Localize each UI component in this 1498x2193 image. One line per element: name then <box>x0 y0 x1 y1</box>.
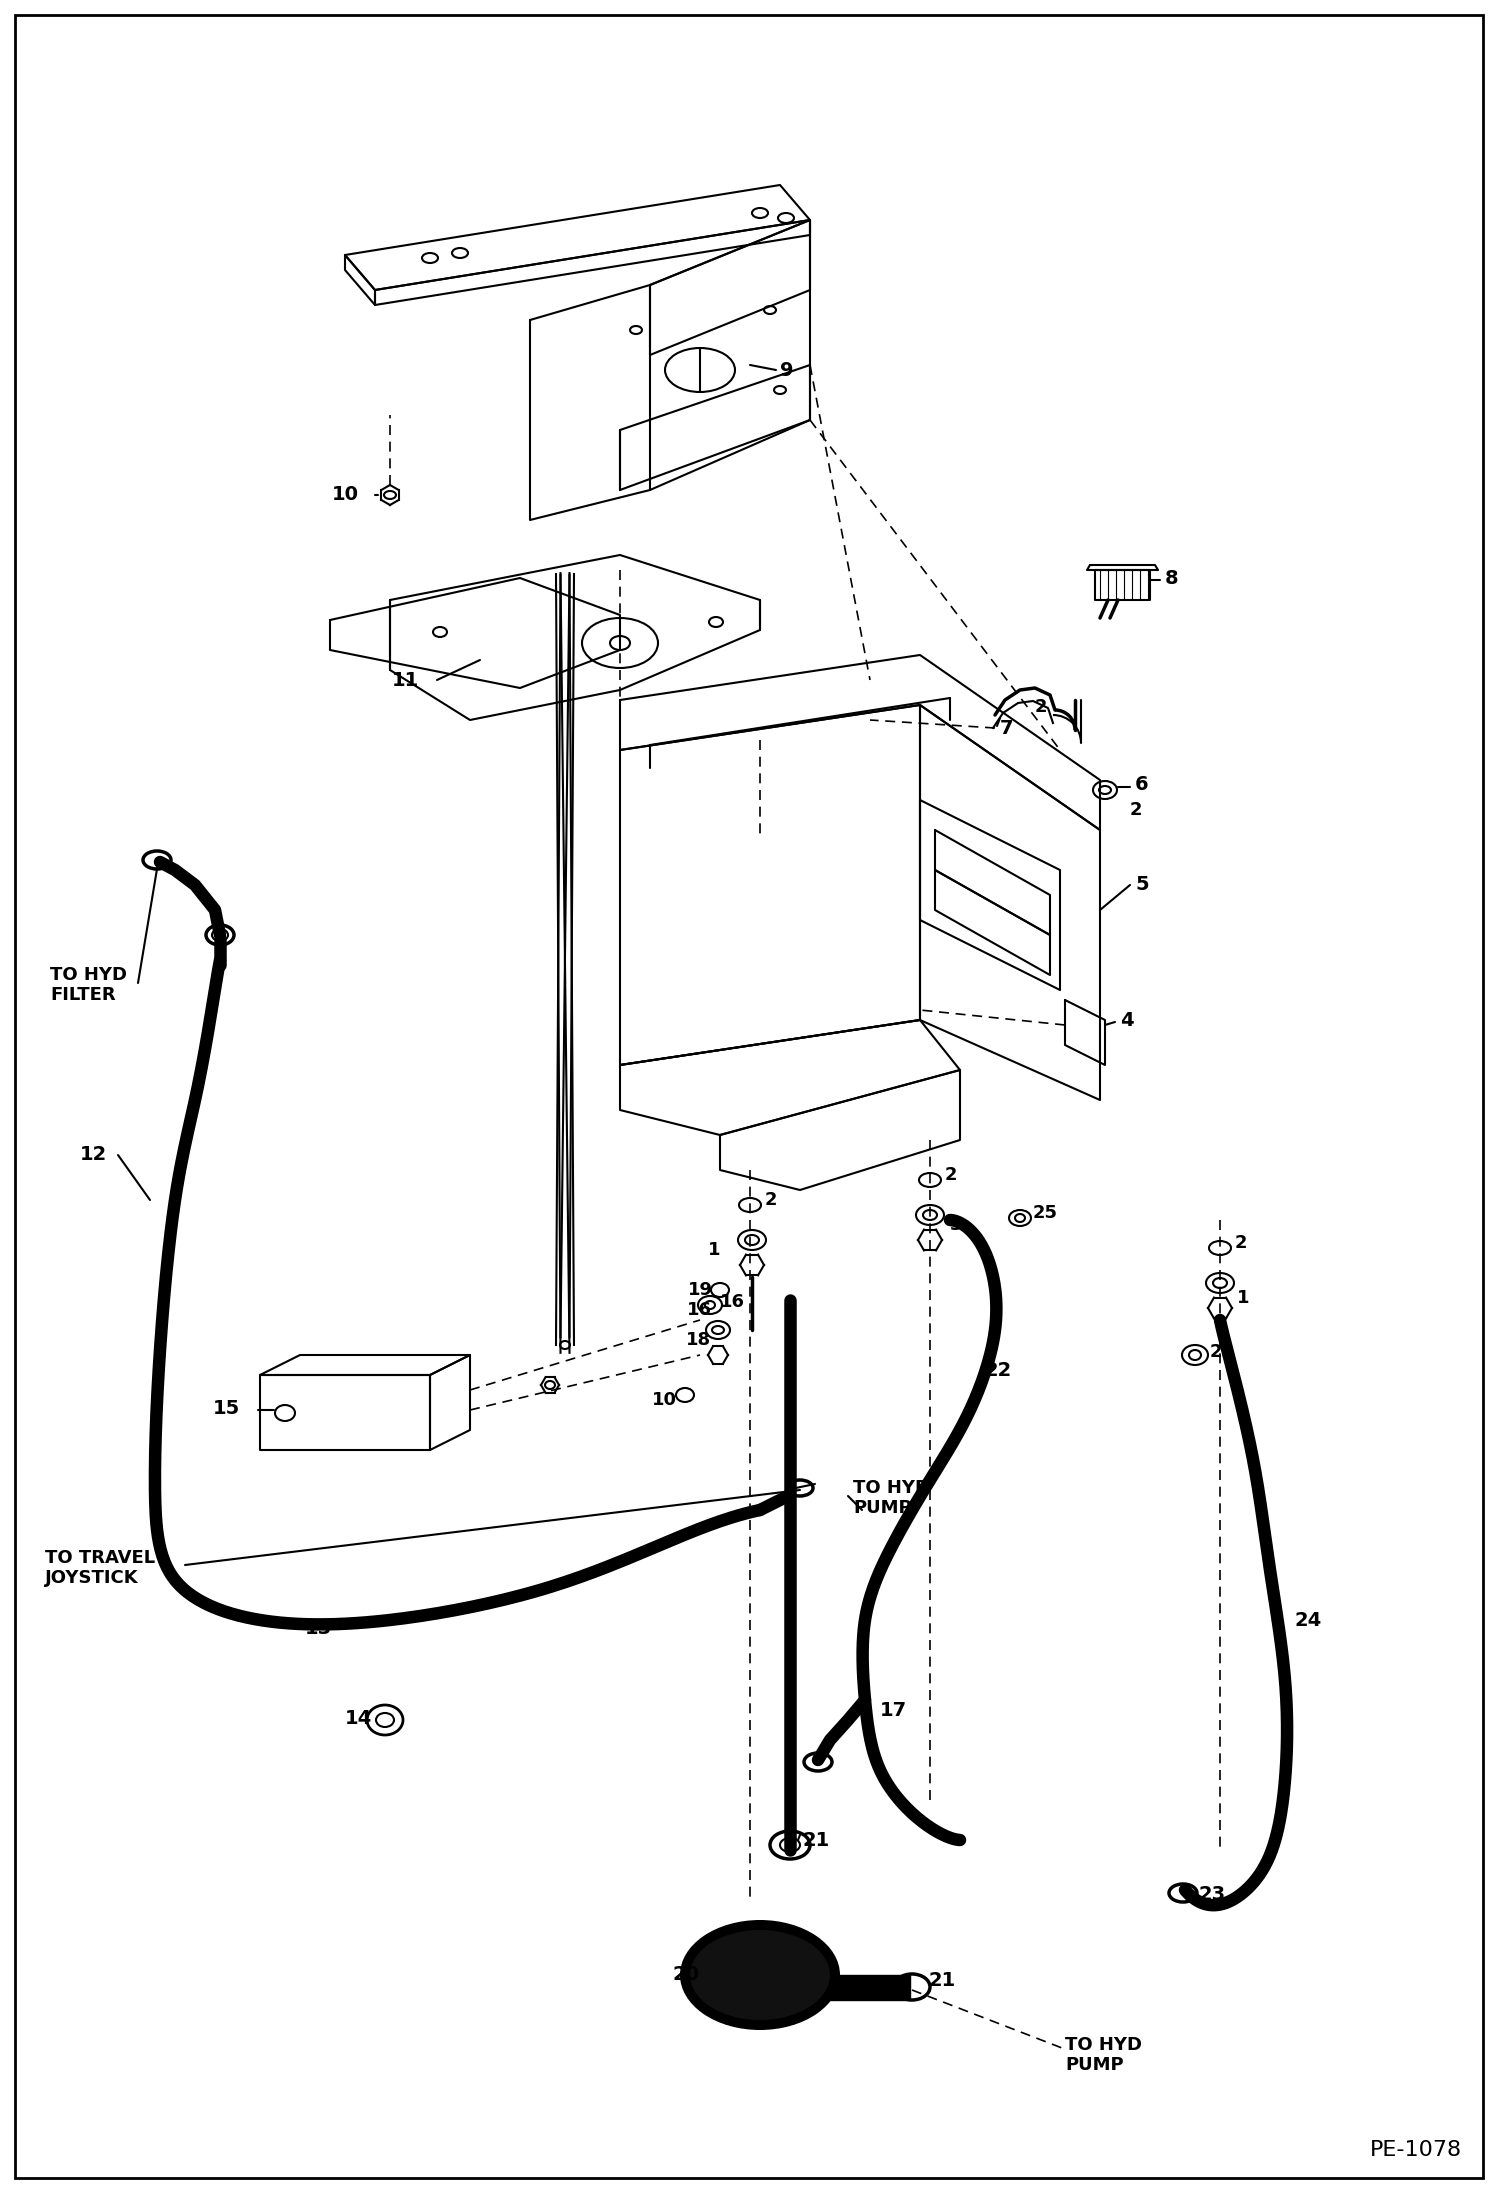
Text: 8: 8 <box>1165 568 1179 588</box>
Text: 14: 14 <box>345 1708 372 1728</box>
Ellipse shape <box>691 1930 830 2020</box>
Text: 13: 13 <box>306 1618 333 1638</box>
Text: 19: 19 <box>688 1281 713 1298</box>
Text: 2: 2 <box>1234 1235 1248 1252</box>
Text: TO TRAVEL: TO TRAVEL <box>45 1548 156 1568</box>
Text: 15: 15 <box>213 1399 240 1417</box>
Text: 10: 10 <box>652 1390 677 1408</box>
Text: 21: 21 <box>803 1831 830 1849</box>
Text: TO HYD: TO HYD <box>1065 2035 1141 2055</box>
Text: 7: 7 <box>1001 719 1014 737</box>
Text: 4: 4 <box>1121 1011 1134 1029</box>
Text: PE-1078: PE-1078 <box>1371 2140 1462 2160</box>
Text: 18: 18 <box>686 1331 712 1349</box>
Text: 23: 23 <box>1198 1886 1225 1904</box>
Text: PUMP: PUMP <box>852 1500 912 1518</box>
Text: 1: 1 <box>707 1241 721 1259</box>
Text: PUMP: PUMP <box>1065 2057 1124 2075</box>
Ellipse shape <box>680 1921 840 2031</box>
Text: 2: 2 <box>1035 697 1047 715</box>
Text: 1: 1 <box>1237 1289 1249 1307</box>
Text: 24: 24 <box>1294 1610 1323 1629</box>
Text: 5: 5 <box>1135 875 1149 895</box>
Text: 3: 3 <box>950 1215 963 1235</box>
Text: 12: 12 <box>79 1145 108 1164</box>
Text: 16: 16 <box>688 1300 712 1318</box>
Text: 21: 21 <box>927 1972 956 1989</box>
Text: JOYSTICK: JOYSTICK <box>45 1568 139 1588</box>
Polygon shape <box>810 1976 909 2000</box>
Text: 6: 6 <box>1135 776 1149 794</box>
Text: 10: 10 <box>333 485 360 504</box>
Text: FILTER: FILTER <box>49 987 115 1004</box>
Text: 11: 11 <box>392 671 419 689</box>
Text: 17: 17 <box>879 1700 908 1719</box>
Text: TO HYD: TO HYD <box>49 965 127 985</box>
Text: 16: 16 <box>721 1294 745 1311</box>
Text: 20: 20 <box>673 1965 700 1985</box>
Text: 25: 25 <box>1034 1204 1058 1222</box>
Text: 23: 23 <box>1210 1342 1234 1362</box>
Text: TO HYD: TO HYD <box>852 1478 930 1498</box>
Text: 2: 2 <box>765 1191 777 1208</box>
Text: 2: 2 <box>945 1167 957 1184</box>
Text: 2: 2 <box>1129 800 1143 818</box>
Text: 9: 9 <box>780 360 794 379</box>
Text: 22: 22 <box>986 1360 1013 1379</box>
